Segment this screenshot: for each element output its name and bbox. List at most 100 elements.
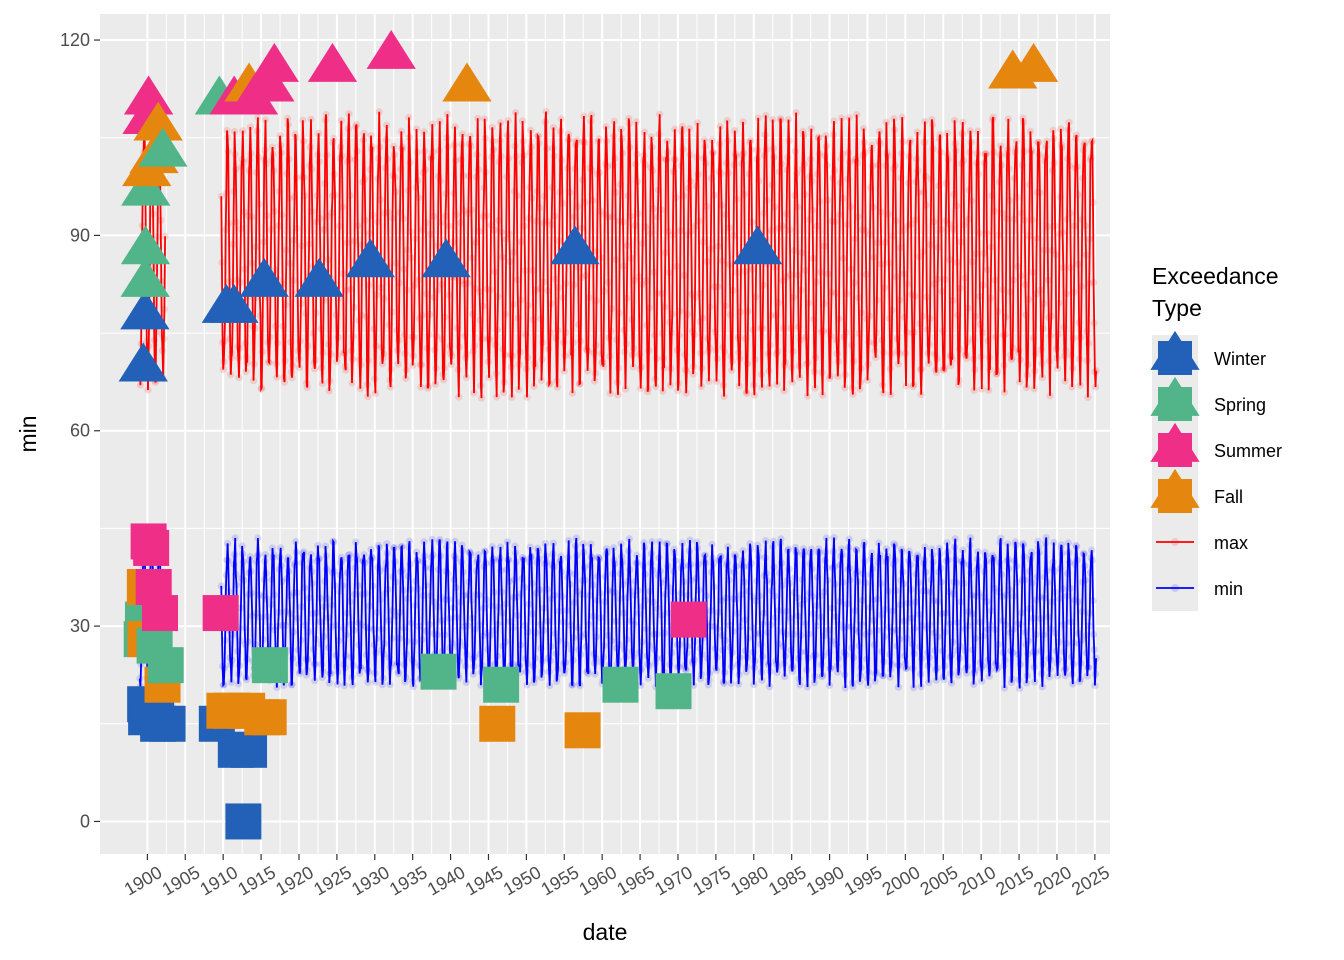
max-exceedance-winter	[120, 290, 170, 330]
min-exceedance-fall	[564, 712, 601, 749]
y-axis: 0 30 60 90 120	[60, 30, 100, 831]
series-point-max	[527, 126, 535, 134]
series-point-min	[451, 537, 459, 545]
x-tick-label: 1925	[310, 862, 355, 899]
series-point-max	[807, 124, 815, 133]
legend-item-winter: Winter	[1150, 330, 1266, 381]
series-point-max	[144, 386, 152, 394]
legend-item-summer: Summer	[1150, 422, 1282, 473]
x-tick-label: 1955	[538, 862, 583, 899]
x-tick-label: 2025	[1068, 862, 1113, 899]
series-point-max	[412, 125, 421, 133]
series-point-min	[227, 678, 235, 687]
x-tick-label: 1900	[121, 862, 166, 899]
series-point-max	[1053, 364, 1062, 373]
legend-key-triangle	[1150, 376, 1200, 416]
series-point-min	[1091, 681, 1099, 690]
series-point-max	[1023, 384, 1031, 392]
series-point-max	[508, 393, 516, 401]
series-point-min	[762, 537, 770, 545]
series-point-max	[656, 110, 664, 118]
max-exceedance-winter	[550, 225, 600, 265]
series-point-max	[397, 127, 405, 135]
series-point-max	[405, 113, 413, 121]
legend-keys: Winter Spring Summer Fall max min	[1150, 330, 1282, 611]
series-point-min	[477, 681, 485, 689]
min-exceedance-summer	[133, 529, 170, 566]
x-tick-label: 2015	[992, 862, 1037, 899]
legend-key-point	[1171, 538, 1179, 546]
series-point-max	[1091, 383, 1100, 391]
min-exceedance-spring	[420, 653, 457, 690]
min-exceedance-spring	[251, 647, 288, 684]
series-point-max	[488, 123, 496, 131]
x-tick-label: 1960	[575, 862, 620, 899]
min-exceedance-summer	[142, 595, 179, 632]
x-tick-label: 1930	[348, 862, 393, 899]
legend-key-triangle	[1150, 468, 1200, 508]
y-tick-label: 60	[70, 421, 90, 441]
x-tick-label: 1965	[613, 862, 658, 899]
x-tick-label: 1945	[462, 862, 507, 899]
legend-item-min: min	[1152, 565, 1243, 611]
series-point-max	[834, 372, 842, 381]
series-point-max	[500, 388, 508, 397]
max-exceedance-fall	[133, 101, 183, 141]
series-point-min	[909, 684, 918, 692]
y-tick-label: 30	[70, 616, 90, 636]
series-point-min	[541, 539, 549, 548]
series-point-max	[780, 387, 788, 395]
max-exceedance-winter	[209, 283, 259, 323]
min-exceedance-spring	[655, 673, 692, 710]
x-tick-label: 1970	[651, 862, 696, 899]
series-point-max	[693, 119, 702, 127]
series-point-max	[549, 123, 558, 132]
legend-title-line-1: Exceedance	[1152, 263, 1279, 289]
series-point-min	[925, 679, 933, 687]
max-exceedance-fall	[442, 62, 492, 102]
max-exceedance-winter	[294, 257, 344, 297]
legend-item-spring: Spring	[1150, 376, 1266, 427]
x-tick-label: 1975	[689, 862, 734, 899]
max-exceedance-fall	[1008, 42, 1059, 82]
legend-title-line-2: Type	[1152, 295, 1202, 321]
min-exceedance-summer	[202, 595, 239, 632]
x-tick-label: 1940	[424, 862, 469, 899]
series-point-min	[644, 674, 652, 682]
legend-label: Fall	[1214, 487, 1243, 507]
min-exceedance-spring	[483, 666, 520, 703]
max-exceedance-winter	[118, 342, 168, 382]
series-point-max	[640, 128, 649, 136]
series-layer	[136, 107, 1100, 693]
series-point-max	[803, 392, 812, 400]
series-point-max	[420, 128, 428, 136]
min-exceedance-fall	[250, 699, 287, 736]
x-tick-label: 1990	[803, 862, 848, 899]
x-tick-label: 1950	[500, 862, 545, 899]
series-point-max	[307, 115, 315, 123]
series-point-max	[754, 114, 762, 122]
min-exceedance-fall	[479, 705, 516, 742]
legend-item-max: max	[1152, 519, 1248, 565]
legend-key-point	[1171, 584, 1179, 592]
min-exceedance-spring	[602, 666, 639, 703]
series-point-max	[689, 370, 697, 378]
series-point-max	[1030, 385, 1038, 393]
legend-label: min	[1214, 579, 1243, 599]
min-exceedance-summer	[670, 601, 707, 638]
legend-label: Summer	[1214, 441, 1282, 461]
max-exceedance-summer	[123, 75, 174, 115]
x-tick-label: 1920	[272, 862, 317, 899]
min-exceedance-winter	[231, 731, 268, 768]
max-exceedance-summer	[307, 42, 358, 82]
x-tick-label: 2020	[1030, 862, 1075, 899]
series-point-max	[863, 376, 872, 385]
series-point-max	[659, 387, 667, 395]
series-point-min	[1000, 684, 1009, 692]
series-point-max	[557, 115, 565, 123]
series-line-max	[220, 111, 1097, 399]
max-exceedance-summer	[366, 29, 416, 69]
min-exceedance-winter	[149, 705, 186, 742]
legend-item-fall: Fall	[1150, 468, 1243, 519]
x-tick-label: 1935	[386, 862, 431, 899]
